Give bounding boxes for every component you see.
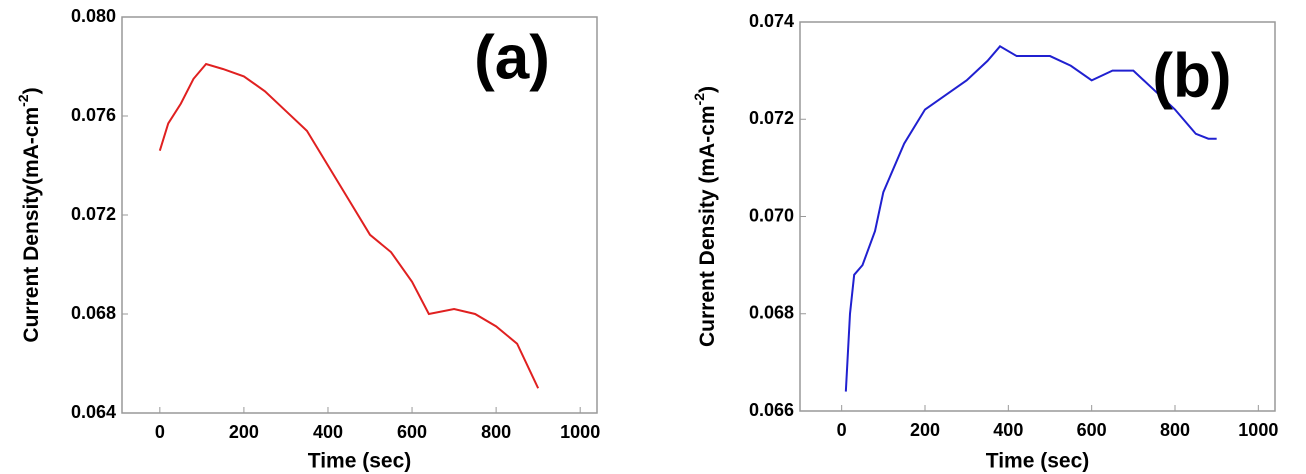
y-tick-label: 0.076 xyxy=(71,105,116,125)
y-tick-label: 0.072 xyxy=(749,108,794,128)
x-axis-label: Time (sec) xyxy=(986,450,1090,473)
x-tick-label: 800 xyxy=(1160,420,1190,440)
y-tick-label: 0.064 xyxy=(71,402,116,422)
y-tick-label: 0.068 xyxy=(749,303,794,323)
y-axis-label: Current Density(mA-cm-2) xyxy=(15,87,43,342)
y-axis-label-sup: -2 xyxy=(691,93,707,106)
x-tick-label: 200 xyxy=(229,422,259,442)
x-tick-label: 600 xyxy=(1077,420,1107,440)
y-tick-label: 0.074 xyxy=(749,11,794,31)
y-tick-label: 0.068 xyxy=(71,303,116,323)
x-tick-label: 600 xyxy=(397,422,427,442)
y-axis-label-text: Current Density (mA-cm xyxy=(696,105,719,347)
y-tick-label: 0.066 xyxy=(749,400,794,420)
chart: 0 200 400 600 800 1000 0.066 0.068 0.070 0.072 0.0… xyxy=(691,11,1279,473)
x-tick-label: 800 xyxy=(481,422,511,442)
y-tick-label: 0.080 xyxy=(71,6,116,26)
y-tick-label: 0.070 xyxy=(749,205,794,225)
x-tick-label: 1000 xyxy=(1238,420,1278,440)
x-axis-label: Time (sec) xyxy=(308,450,412,473)
x-tick-label: 400 xyxy=(313,422,343,442)
y-axis-label-close: ) xyxy=(20,87,43,94)
y-axis-label: Current Density (mA-cm-2) xyxy=(691,86,719,347)
y-axis-label-sup: -2 xyxy=(15,94,31,107)
data-line xyxy=(844,45,1217,392)
x-tick-label: 0 xyxy=(155,422,165,442)
chart: 0 200 400 600 800 1000 0.064 0.068 0.072 0.076 0.0… xyxy=(15,6,601,473)
data-line xyxy=(158,62,540,389)
x-tick-label: 200 xyxy=(910,420,940,440)
y-axis-label-close: ) xyxy=(696,86,719,93)
y-tick-label: 0.072 xyxy=(71,204,116,224)
panel-annotation: (a) xyxy=(474,23,550,92)
x-tick-label: 0 xyxy=(837,420,847,440)
x-tick-label: 1000 xyxy=(560,422,600,442)
panel-annotation: (b) xyxy=(1152,41,1231,110)
y-axis-label-text: Current Density(mA-cm xyxy=(20,107,43,343)
x-tick-label: 400 xyxy=(993,420,1023,440)
